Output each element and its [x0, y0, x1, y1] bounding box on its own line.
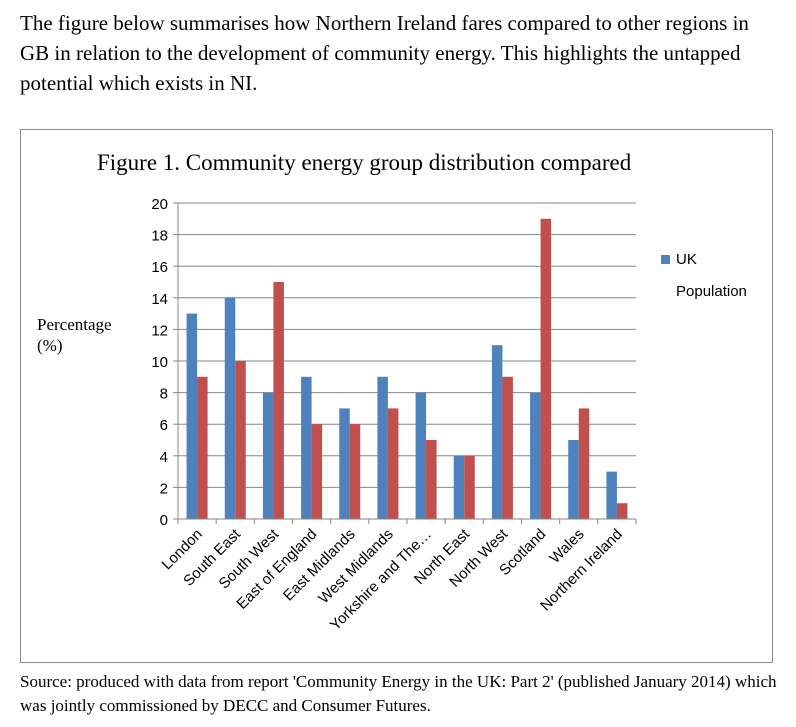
bar-uk-3 [301, 376, 312, 519]
bar-uk-4 [339, 408, 350, 519]
bar-uk-7 [453, 455, 465, 519]
bar-uk-1 [224, 297, 236, 519]
y-tick-label: 14 [151, 291, 168, 308]
y-axis-label-line1: Percentage [37, 315, 112, 334]
y-tick-label: 6 [160, 417, 168, 434]
y-tick-labels: 0 2 4 6 8 10 12 14 16 18 20 [151, 196, 168, 529]
legend: UK Population [661, 251, 747, 300]
y-tick-label: 4 [160, 449, 168, 466]
y-axis-label-line2: (%) [37, 336, 62, 355]
bar-population-0 [197, 376, 208, 519]
bar-population-2 [273, 282, 284, 519]
y-tick-label: 18 [151, 228, 168, 245]
bar-uk-0 [186, 313, 198, 519]
bar-population-10 [578, 408, 590, 519]
bar-uk-8 [491, 345, 503, 519]
bar-uk-11 [606, 471, 617, 519]
y-tick-label: 10 [151, 354, 168, 371]
chart-title: Figure 1. Community energy group distrib… [97, 150, 632, 175]
bar-population-6 [426, 440, 437, 519]
y-tick-label: 2 [160, 480, 168, 497]
gridlines [178, 202, 636, 488]
intro-paragraph: The figure below summarises how Northern… [20, 8, 780, 98]
bar-population-5 [387, 408, 399, 519]
bar-uk-2 [262, 392, 274, 519]
source-text: Source: produced with data from report '… [20, 672, 777, 715]
bar-uk-5 [377, 376, 388, 519]
bar-population-1 [235, 361, 246, 519]
y-tick-label: 0 [160, 512, 168, 529]
legend-label: Population [676, 283, 747, 300]
bar-uk-6 [415, 392, 427, 519]
y-tick-label: 12 [151, 322, 168, 339]
bar-population-9 [540, 218, 552, 520]
y-tick-label: 8 [160, 386, 168, 403]
bar-population-4 [349, 424, 361, 519]
y-tick-label: 20 [151, 196, 168, 213]
intro-text: The figure below summarises how Northern… [20, 11, 749, 95]
bar-population-7 [464, 455, 475, 519]
bar-uk-9 [530, 392, 541, 519]
legend-swatch [661, 255, 670, 264]
chart-container: Figure 1. Community energy group distrib… [20, 129, 773, 663]
y-tick-label: 16 [151, 259, 168, 276]
legend-label: UK [676, 251, 697, 268]
bar-population-3 [311, 424, 323, 519]
bar-population-11 [616, 503, 628, 519]
bar-population-8 [502, 376, 513, 519]
bar-uk-10 [568, 440, 579, 519]
bars [186, 218, 628, 520]
bar-chart: Figure 1. Community energy group distrib… [37, 150, 747, 634]
axes [173, 202, 637, 524]
source-note: Source: produced with data from report '… [20, 670, 780, 718]
